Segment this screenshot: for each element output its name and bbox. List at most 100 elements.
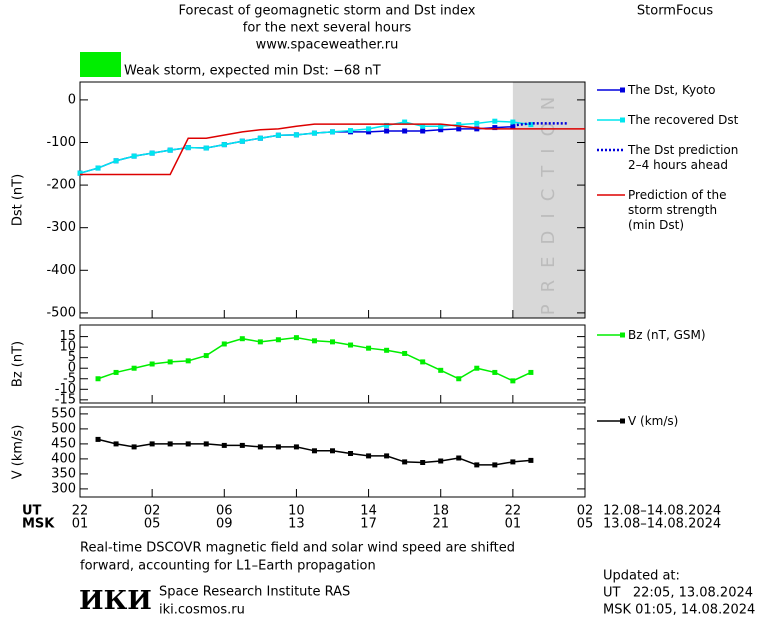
y-tick-label: -300 <box>46 220 76 235</box>
x-tick-label-msk: 01 <box>505 517 522 532</box>
data-point <box>528 122 534 128</box>
y-tick-label: 10 <box>59 340 76 355</box>
x-tick-label-msk: 21 <box>432 517 449 532</box>
x-tick-label: 22 <box>505 504 522 519</box>
data-point <box>203 353 209 359</box>
x-tick-label-msk: 13 <box>288 517 305 532</box>
msk-label: MSK <box>22 517 55 532</box>
y-tick-label: -400 <box>46 263 76 278</box>
data-point <box>311 338 317 344</box>
data-point <box>492 369 498 375</box>
data-point <box>420 128 426 134</box>
data-point <box>402 128 408 134</box>
data-point <box>330 339 335 345</box>
updated: UT 22:05, 13.08.2024 <box>603 586 753 601</box>
data-point <box>77 170 83 176</box>
legend-label: The recovered Dst <box>627 113 739 127</box>
legend-label: The Dst prediction 2–4 hours ahead <box>627 143 738 172</box>
y-tick-label: 0 <box>68 92 76 107</box>
data-point <box>239 442 245 448</box>
data-point <box>366 345 372 351</box>
x-tick-label-msk: 09 <box>216 517 233 532</box>
data-point <box>257 339 263 345</box>
data-point <box>239 138 245 144</box>
data-point <box>384 122 390 128</box>
updated: MSK 01:05, 14.08.2024 <box>603 603 755 618</box>
data-point <box>492 118 498 124</box>
data-point <box>149 441 155 447</box>
data-point <box>402 119 408 125</box>
msk-range: 13.08–14.08.2024 <box>603 517 721 532</box>
data-point <box>492 462 498 468</box>
x-tick-label: 18 <box>432 504 449 519</box>
y-tick-label: -10 <box>55 382 76 397</box>
series-line <box>97 336 532 382</box>
data-point <box>456 376 462 382</box>
data-point <box>275 337 281 343</box>
data-point <box>474 120 480 126</box>
data-point <box>474 462 480 468</box>
data-point <box>167 359 173 365</box>
prediction-label: PREDICTION <box>538 85 559 315</box>
y-tick-label: -5 <box>63 371 76 386</box>
plot-frame <box>79 406 586 498</box>
data-point <box>113 441 119 447</box>
y-tick-label: 300 <box>51 481 76 496</box>
data-point <box>384 128 390 134</box>
x-tick-label: 22 <box>72 504 89 519</box>
data-point <box>438 458 444 464</box>
data-point <box>311 130 317 136</box>
data-point <box>221 142 227 148</box>
data-point <box>330 448 335 454</box>
y-axis-label: Dst (nT) <box>11 174 26 226</box>
data-point <box>185 441 191 447</box>
data-point <box>348 342 354 348</box>
ut-label: UT <box>22 504 42 519</box>
prediction-region <box>512 82 585 318</box>
data-point <box>402 459 408 465</box>
y-tick-label: 5 <box>68 350 76 365</box>
data-point <box>221 341 227 347</box>
data-point <box>420 123 426 129</box>
data-point <box>510 124 516 130</box>
x-tick-label-msk: 17 <box>360 517 377 532</box>
data-point <box>510 378 516 384</box>
y-axis-label: V (km/s) <box>11 425 26 480</box>
x-tick-label: 02 <box>144 504 161 519</box>
institute: Space Research Institute RAS <box>159 585 350 600</box>
x-tick-label: 10 <box>288 504 305 519</box>
data-point <box>293 335 299 341</box>
data-point <box>275 444 281 450</box>
plot-frame <box>79 324 586 404</box>
legend-marker <box>620 418 625 424</box>
data-point <box>221 442 227 448</box>
data-point <box>239 336 245 342</box>
series-line <box>80 123 585 176</box>
y-tick-label: 550 <box>51 406 76 421</box>
data-point <box>456 122 462 128</box>
data-point <box>474 365 480 371</box>
data-point <box>402 350 408 356</box>
legend-label: Bz (nT, GSM) <box>628 328 706 342</box>
x-tick-label: 14 <box>360 504 377 519</box>
title-line: Forecast of geomagnetic storm and Dst in… <box>178 4 475 19</box>
data-point <box>185 145 191 151</box>
site: iki.cosmos.ru <box>159 603 245 618</box>
data-point <box>293 444 299 450</box>
series-line <box>79 120 531 174</box>
data-point <box>95 436 101 442</box>
x-tick-label-msk: 05 <box>144 517 161 532</box>
data-point <box>348 451 354 456</box>
data-point <box>510 459 516 465</box>
y-tick-label: 450 <box>51 436 76 451</box>
data-point <box>203 145 209 151</box>
legend-marker <box>620 87 625 93</box>
data-point <box>456 455 462 461</box>
data-point <box>384 453 390 459</box>
data-point <box>330 129 335 135</box>
data-point <box>149 150 155 156</box>
x-tick-label: 02 <box>577 504 594 519</box>
data-point <box>510 119 516 125</box>
y-tick-label: 400 <box>51 451 76 466</box>
data-point <box>384 347 390 353</box>
